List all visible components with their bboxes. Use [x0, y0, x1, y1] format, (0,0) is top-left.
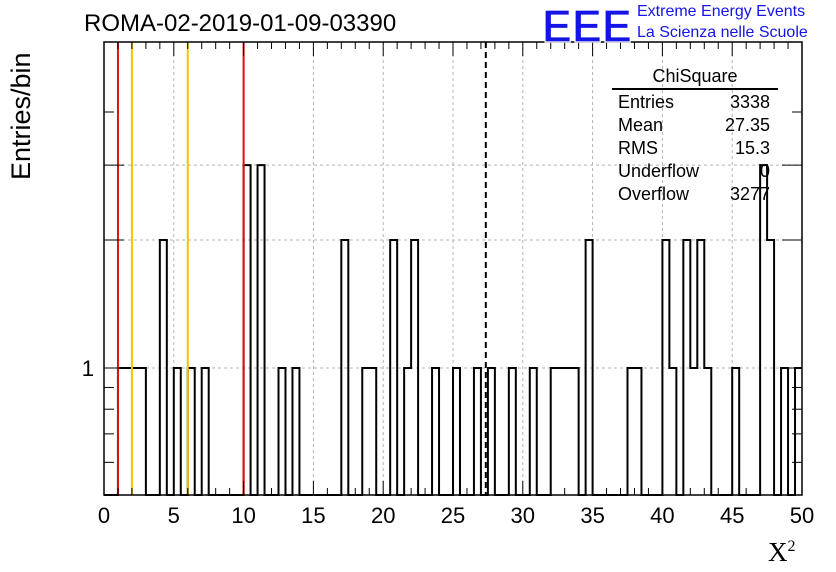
- stats-row-underflow: Underflow 0: [612, 161, 778, 184]
- histogram-bin: [160, 240, 167, 495]
- x-tick-label: 20: [371, 503, 395, 528]
- histogram-bin: [453, 368, 460, 495]
- histogram-bin: [369, 368, 376, 495]
- stats-row-entries: Entries 3338: [612, 92, 778, 115]
- histogram-bin: [132, 368, 139, 495]
- histogram-bin: [411, 240, 418, 495]
- histogram-bin: [704, 368, 711, 495]
- stats-key: Mean: [618, 115, 664, 135]
- histogram-bin: [760, 165, 767, 495]
- histogram-bin: [292, 368, 299, 495]
- histogram-bin: [390, 240, 397, 495]
- run-title: ROMA-02-2019-01-09-03390: [84, 10, 397, 37]
- logo-line-2: La Scienza nelle Scuole: [637, 24, 808, 41]
- histogram-bin: [662, 240, 669, 495]
- logo-line-1: Extreme Energy Events: [637, 3, 806, 20]
- x-axis-label: X2: [768, 537, 796, 568]
- x-tick-label: 25: [441, 503, 465, 528]
- y-tick-label: 1: [82, 356, 94, 381]
- stats-row-mean: Mean 27.35: [612, 115, 778, 138]
- histogram-bin: [669, 368, 676, 495]
- x-tick-label: 45: [720, 503, 744, 528]
- histogram-bin: [118, 368, 125, 495]
- histogram-bin: [628, 368, 635, 495]
- histogram-bin: [174, 368, 181, 495]
- histogram-bin: [244, 165, 251, 495]
- stats-key: Entries: [618, 92, 675, 112]
- x-tick-label: 40: [650, 503, 674, 528]
- histogram-bin: [139, 368, 146, 495]
- histogram-bin: [202, 368, 209, 495]
- stats-title: ChiSquare: [612, 66, 778, 90]
- stats-key: RMS: [618, 138, 658, 158]
- stats-value: 3277: [729, 184, 770, 204]
- histogram-bin: [362, 368, 369, 495]
- x-tick-label: 0: [98, 503, 110, 528]
- histogram-bin: [690, 368, 697, 495]
- stats-value: 15.3: [734, 138, 770, 158]
- histogram-bin: [586, 240, 593, 495]
- stats-value: 3338: [729, 92, 770, 112]
- histogram-bin: [530, 368, 537, 495]
- x-tick-label: 35: [580, 503, 604, 528]
- stats-row-overflow: Overflow 3277: [612, 184, 778, 207]
- histogram-bin: [279, 368, 286, 495]
- histogram-bin: [474, 368, 481, 495]
- histogram-bin: [781, 368, 788, 495]
- stats-key: Overflow: [618, 184, 690, 204]
- histogram-bin: [509, 368, 516, 495]
- histogram-bin: [432, 368, 439, 495]
- histogram-bin: [551, 368, 558, 495]
- x-tick-label: 10: [231, 503, 255, 528]
- stats-box: ChiSquare Entries 3338 Mean 27.35 RMS 15…: [612, 66, 778, 207]
- stats-value: 27.35: [724, 115, 770, 135]
- stats-key: Underflow: [618, 161, 700, 181]
- x-tick-label: 15: [301, 503, 325, 528]
- x-axis-label-base: X: [768, 537, 788, 567]
- histogram-bin: [188, 368, 195, 495]
- histogram-bin: [565, 368, 572, 495]
- histogram-bin: [258, 165, 265, 495]
- histogram-bin: [341, 240, 348, 495]
- eee-logo: EEE: [542, 2, 633, 46]
- x-tick-label: 50: [790, 503, 814, 528]
- histogram-bin: [683, 240, 690, 495]
- histogram-bin: [634, 368, 641, 495]
- histogram-bin: [488, 368, 495, 495]
- x-tick-label: 5: [168, 503, 180, 528]
- histogram-bin: [732, 368, 739, 495]
- x-axis-label-superscript: 2: [787, 538, 796, 555]
- stats-row-rms: RMS 15.3: [612, 138, 778, 161]
- y-axis-label: Entries/bin: [6, 52, 36, 180]
- x-tick-label: 30: [511, 503, 535, 528]
- stats-value: 0: [759, 161, 770, 181]
- histogram-bin: [558, 368, 565, 495]
- histogram-bin: [767, 240, 774, 495]
- histogram-bin: [572, 368, 579, 495]
- logo-text: EEE: [542, 2, 632, 46]
- histogram-bin: [125, 368, 132, 495]
- histogram-bin: [404, 368, 411, 495]
- histogram-bin: [697, 240, 704, 495]
